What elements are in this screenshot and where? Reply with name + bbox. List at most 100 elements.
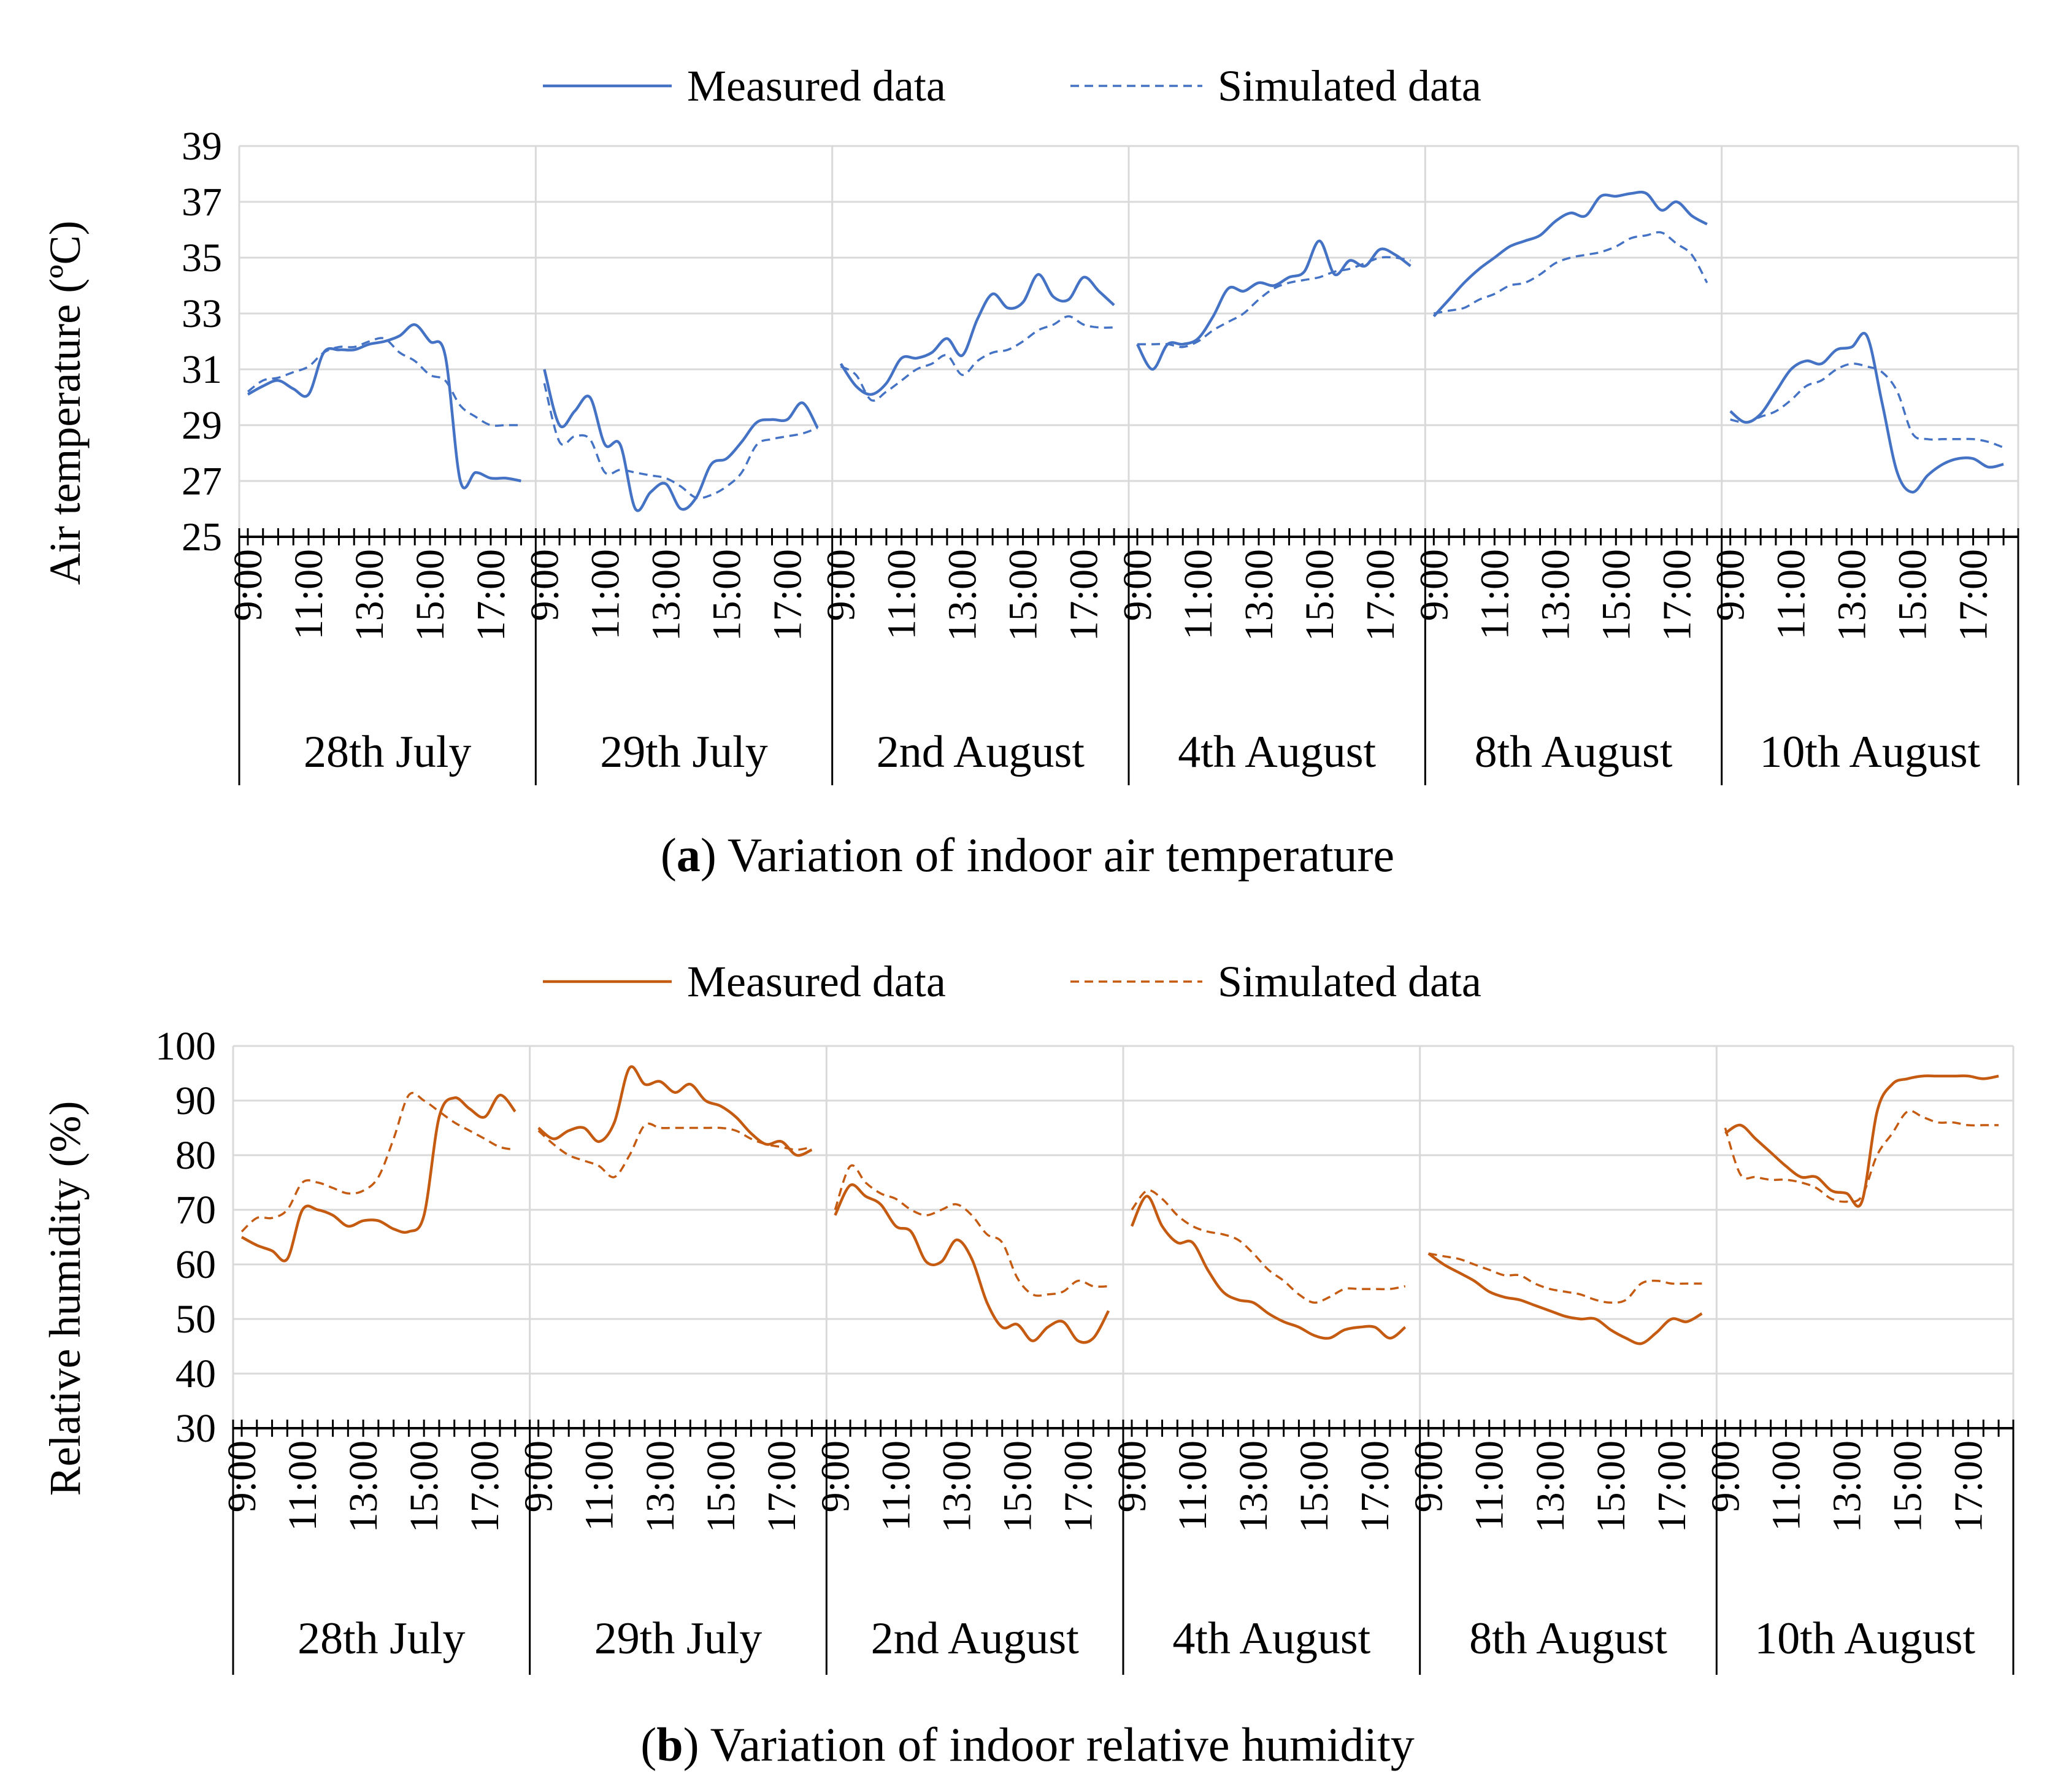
temperature-xtick-label: 11:00	[880, 549, 924, 640]
temperature-simulated-line	[543, 383, 818, 499]
humidity-y-axis-title: Relative humidity (%)	[40, 1101, 90, 1496]
humidity-ytick-label: 30	[175, 1406, 216, 1451]
humidity-xtick-label: 13:00	[1528, 1440, 1573, 1532]
temperature-simulated-line	[247, 337, 521, 427]
temperature-xtick-label: 17:00	[1358, 549, 1403, 641]
temperature-xtick-label: 9:00	[1115, 549, 1160, 621]
humidity-ytick-label: 100	[155, 1024, 216, 1069]
humidity-xtick-label: 15:00	[699, 1440, 743, 1532]
humidity-day-label: 2nd August	[871, 1613, 1080, 1664]
humidity-legend-simulated-label: Simulated data	[1218, 957, 1481, 1006]
humidity-xtick-label: 13:00	[1824, 1440, 1869, 1532]
humidity-caption-letter: b	[656, 1718, 683, 1771]
humidity-simulated-line	[240, 1091, 516, 1232]
humidity-xtick-label: 11:00	[1170, 1440, 1215, 1531]
humidity-ytick-label: 40	[175, 1352, 216, 1396]
humidity-xtick-label: 11:00	[874, 1440, 918, 1531]
temperature-caption-paren-open: (	[661, 828, 677, 882]
temperature-xtick-label: 17:00	[1654, 549, 1699, 641]
temperature-measured-line	[543, 369, 819, 512]
temperature-xtick-label: 11:00	[1472, 549, 1517, 640]
temperature-measured-line	[1432, 190, 1708, 318]
temperature-ytick-label: 35	[182, 236, 222, 280]
humidity-simulated-line	[1724, 1110, 1999, 1203]
temperature-xtick-label: 13:00	[1830, 549, 1875, 641]
humidity-ytick-label: 50	[175, 1297, 216, 1342]
humidity-caption-paren-open: (	[640, 1718, 656, 1771]
humidity-xtick-label: 17:00	[1056, 1440, 1101, 1532]
humidity-xtick-label: 11:00	[577, 1440, 622, 1531]
humidity-xtick-label: 11:00	[280, 1440, 325, 1531]
humidity-day-label: 10th August	[1754, 1613, 1975, 1664]
humidity-legend-measured-label: Measured data	[687, 957, 946, 1006]
humidity-xtick-label: 9:00	[813, 1440, 858, 1512]
temperature-xtick-label: 9:00	[819, 549, 864, 621]
temperature-simulated-line	[1730, 363, 2004, 449]
temperature-xtick-label: 11:00	[583, 549, 628, 640]
humidity-caption: (b) Variation of indoor relative humidit…	[640, 1718, 1415, 1771]
temperature-xtick-label: 15:00	[1001, 549, 1046, 641]
temperature-legend-measured-label: Measured data	[687, 61, 946, 110]
humidity-xtick-label: 15:00	[996, 1440, 1040, 1532]
temperature-caption: (a) Variation of indoor air temperature	[661, 828, 1394, 882]
temperature-xtick-label: 9:00	[1708, 549, 1753, 621]
temperature-xtick-label: 13:00	[347, 549, 392, 641]
humidity-xtick-label: 13:00	[1231, 1440, 1276, 1532]
temperature-day-label: 4th August	[1178, 727, 1376, 777]
humidity-xtick-label: 15:00	[1886, 1440, 1930, 1532]
humidity-chart: 30 40 50 60 70 80 90 100 9:00 11:00 13:00 15:00 17:0…	[40, 957, 2015, 1771]
temperature-measured-line	[839, 273, 1115, 396]
temperature-caption-text: ) Variation of indoor air temperature	[701, 828, 1394, 882]
temperature-y-axis-title: Air temperature (ºC)	[40, 220, 90, 585]
temperature-xtick-label: 15:00	[408, 549, 453, 641]
temperature-ytick-label: 33	[182, 291, 222, 336]
humidity-xtick-label: 15:00	[1589, 1440, 1634, 1532]
temperature-ytick-label: 27	[182, 459, 222, 504]
temperature-xtick-label: 11:00	[286, 549, 331, 640]
humidity-xtick-label: 9:00	[1407, 1440, 1451, 1512]
temperature-day-label: 28th July	[304, 727, 471, 777]
humidity-xtick-label: 9:00	[1703, 1440, 1748, 1512]
temperature-xtick-label: 13:00	[1237, 549, 1281, 641]
temperature-simulated-line	[1137, 256, 1411, 348]
temperature-ytick-label: 29	[182, 403, 222, 448]
temperature-xtick-label: 13:00	[643, 549, 688, 641]
temperature-xtick-label: 13:00	[1533, 549, 1578, 641]
temperature-ytick-label: 37	[182, 180, 222, 225]
temperature-xtick-label: 17:00	[1062, 549, 1107, 641]
humidity-day-label: 8th August	[1469, 1613, 1667, 1664]
humidity-xtick-label: 9:00	[517, 1440, 561, 1512]
humidity-ytick-label: 70	[175, 1188, 216, 1232]
temperature-day-label: 8th August	[1475, 727, 1673, 777]
temperature-ytick-label: 31	[182, 347, 222, 392]
humidity-xtick-label: 17:00	[1650, 1440, 1694, 1532]
humidity-measured-line	[1724, 1074, 1999, 1208]
humidity-xtick-label: 17:00	[463, 1440, 507, 1532]
temperature-xtick-label: 17:00	[469, 549, 513, 641]
temperature-xtick-label: 17:00	[765, 549, 810, 641]
humidity-ytick-label: 80	[175, 1133, 216, 1178]
humidity-xtick-label: 13:00	[341, 1440, 386, 1532]
temperature-xtick-label: 11:00	[1769, 549, 1814, 640]
temperature-xtick-label: 15:00	[704, 549, 749, 641]
humidity-xtick-label: 17:00	[1946, 1440, 1991, 1532]
temperature-simulated-line	[1433, 231, 1708, 315]
temperature-day-label: 2nd August	[877, 727, 1085, 777]
humidity-xtick-label: 15:00	[402, 1440, 447, 1532]
humidity-day-label: 29th July	[594, 1613, 762, 1664]
temperature-legend-simulated-label: Simulated data	[1218, 61, 1481, 110]
temperature-measured-line	[247, 323, 521, 490]
temperature-caption-letter: a	[677, 828, 701, 882]
temperature-xtick-label: 15:00	[1297, 549, 1342, 641]
temperature-xtick-label: 9:00	[226, 549, 271, 621]
temperature-simulated-line	[840, 315, 1115, 402]
temperature-ytick-label: 25	[182, 515, 222, 560]
humidity-measured-line	[240, 1093, 517, 1263]
temperature-xtick-label: 9:00	[522, 549, 567, 621]
humidity-simulated-line	[834, 1164, 1109, 1297]
humidity-day-label: 28th July	[298, 1613, 465, 1664]
temperature-xtick-label: 13:00	[940, 549, 985, 641]
humidity-ytick-label: 90	[175, 1079, 216, 1123]
humidity-simulated-line	[537, 1122, 812, 1179]
temperature-measured-line	[1136, 239, 1412, 371]
